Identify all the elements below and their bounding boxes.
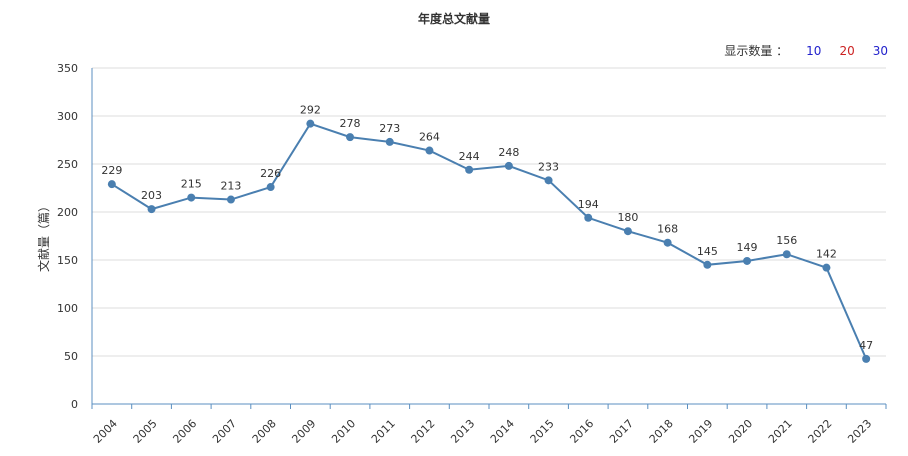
data-point xyxy=(544,176,553,185)
data-point xyxy=(623,227,632,236)
x-tick-label: 2015 xyxy=(528,417,557,446)
x-tick-label: 2004 xyxy=(91,417,120,446)
display-option-20[interactable]: 20 xyxy=(839,43,855,58)
data-label: 168 xyxy=(657,223,678,236)
y-tick-label: 200 xyxy=(57,206,78,219)
data-point xyxy=(504,161,513,170)
data-point xyxy=(226,195,235,204)
data-label: 142 xyxy=(816,248,837,261)
data-point xyxy=(663,238,672,247)
data-point xyxy=(743,256,752,265)
data-label: 203 xyxy=(141,189,162,202)
y-axis-label: 文献量（篇） xyxy=(36,200,51,272)
x-tick-label: 2012 xyxy=(409,417,438,446)
x-tick-label: 2010 xyxy=(329,417,358,446)
chart-title: 年度总文献量 xyxy=(417,12,490,26)
data-point xyxy=(782,250,791,259)
x-tick-label: 2021 xyxy=(766,417,795,446)
x-tick-label: 2005 xyxy=(131,417,160,446)
x-tick-label: 2022 xyxy=(806,417,835,446)
x-tick-label: 2023 xyxy=(845,417,874,446)
data-label: 248 xyxy=(498,146,519,159)
x-tick-label: 2014 xyxy=(488,417,517,446)
data-point xyxy=(425,146,434,155)
data-label: 292 xyxy=(300,104,321,117)
x-tick-label: 2007 xyxy=(210,417,239,446)
data-label: 273 xyxy=(379,122,400,135)
data-label: 47 xyxy=(859,339,873,352)
y-tick-label: 0 xyxy=(71,398,78,411)
data-point xyxy=(107,180,116,189)
x-tick-label: 2013 xyxy=(448,417,477,446)
y-tick-label: 300 xyxy=(57,110,78,123)
x-tick-label: 2016 xyxy=(567,417,596,446)
series-line xyxy=(111,122,868,360)
x-tick-label: 2018 xyxy=(647,417,676,446)
data-label: 226 xyxy=(260,167,281,180)
data-point xyxy=(147,205,156,214)
x-tick-label: 2011 xyxy=(369,417,398,446)
data-point xyxy=(822,263,831,272)
display-count-control: 显示数量 ： 10 20 30 xyxy=(724,42,888,59)
data-label: 180 xyxy=(617,211,638,224)
data-point xyxy=(862,354,871,363)
data-label: 278 xyxy=(340,117,361,130)
data-point xyxy=(584,213,593,222)
display-option-30[interactable]: 30 xyxy=(872,43,888,58)
x-tick-label: 2006 xyxy=(170,417,199,446)
data-point xyxy=(187,193,196,202)
x-tick-label: 2020 xyxy=(726,417,755,446)
data-label: 215 xyxy=(181,178,202,191)
data-label: 149 xyxy=(737,241,758,254)
y-tick-label: 50 xyxy=(64,350,78,363)
data-label: 145 xyxy=(697,245,718,258)
display-count-label: 显示数量 ： xyxy=(724,44,789,58)
data-point xyxy=(385,137,394,146)
data-label: 244 xyxy=(459,150,480,163)
data-point xyxy=(465,165,474,174)
data-label: 233 xyxy=(538,160,559,173)
data-point xyxy=(266,183,275,192)
y-tick-label: 150 xyxy=(57,254,78,267)
data-label: 264 xyxy=(419,131,440,144)
data-label: 156 xyxy=(776,234,797,247)
x-tick-label: 2009 xyxy=(289,417,318,446)
x-tick-label: 2017 xyxy=(607,417,636,446)
data-point xyxy=(703,260,712,269)
y-tick-label: 250 xyxy=(57,158,78,171)
data-point xyxy=(306,119,315,128)
x-tick-label: 2019 xyxy=(686,417,715,446)
y-tick-label: 100 xyxy=(57,302,78,315)
data-label: 229 xyxy=(101,164,122,177)
y-tick-label: 350 xyxy=(57,62,78,75)
display-option-10[interactable]: 10 xyxy=(806,43,822,58)
data-label: 213 xyxy=(220,180,241,193)
x-tick-label: 2008 xyxy=(250,417,279,446)
data-label: 194 xyxy=(578,198,599,211)
data-point xyxy=(346,133,355,142)
